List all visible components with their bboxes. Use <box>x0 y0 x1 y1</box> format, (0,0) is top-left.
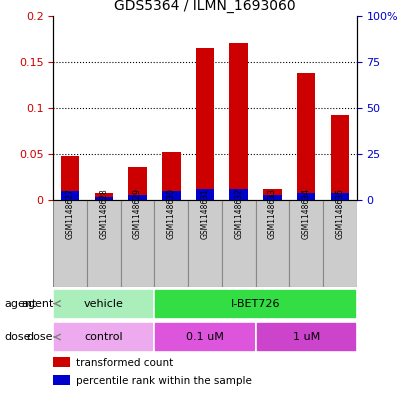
Text: 1 uM: 1 uM <box>292 332 319 342</box>
Text: GSM1148627: GSM1148627 <box>65 189 74 239</box>
FancyBboxPatch shape <box>188 200 221 287</box>
Bar <box>195 189 214 200</box>
FancyBboxPatch shape <box>154 200 188 287</box>
Bar <box>94 197 113 200</box>
FancyBboxPatch shape <box>255 322 356 352</box>
Text: vehicle: vehicle <box>84 299 124 309</box>
Bar <box>94 193 113 200</box>
FancyBboxPatch shape <box>154 322 255 352</box>
FancyBboxPatch shape <box>221 200 255 287</box>
Bar <box>263 189 281 200</box>
FancyBboxPatch shape <box>53 200 87 287</box>
Bar <box>263 195 281 200</box>
FancyBboxPatch shape <box>255 200 289 287</box>
Bar <box>330 193 348 200</box>
Bar <box>296 193 315 200</box>
Text: transformed count: transformed count <box>76 358 173 367</box>
FancyBboxPatch shape <box>322 200 356 287</box>
Text: dose: dose <box>4 332 31 342</box>
Text: I-BET726: I-BET726 <box>230 299 280 309</box>
FancyBboxPatch shape <box>87 200 120 287</box>
Bar <box>128 195 146 200</box>
Text: GSM1148630: GSM1148630 <box>166 188 175 239</box>
Bar <box>229 189 247 200</box>
Text: percentile rank within the sample: percentile rank within the sample <box>76 376 251 386</box>
FancyBboxPatch shape <box>120 200 154 287</box>
Text: GSM1148631: GSM1148631 <box>200 189 209 239</box>
Text: GSM1148628: GSM1148628 <box>99 189 108 239</box>
Bar <box>229 44 247 200</box>
Title: GDS5364 / ILMN_1693060: GDS5364 / ILMN_1693060 <box>114 0 295 13</box>
Bar <box>162 191 180 200</box>
Bar <box>53 375 70 385</box>
Text: control: control <box>84 332 123 342</box>
Text: agent: agent <box>4 299 36 309</box>
Bar <box>330 116 348 200</box>
Bar <box>128 167 146 200</box>
Text: GSM1148634: GSM1148634 <box>301 188 310 239</box>
Bar <box>61 156 79 200</box>
FancyBboxPatch shape <box>53 322 154 352</box>
FancyBboxPatch shape <box>289 200 322 287</box>
FancyBboxPatch shape <box>53 288 154 319</box>
Bar <box>61 191 79 200</box>
Bar <box>162 152 180 200</box>
Bar <box>195 48 214 200</box>
Bar <box>53 357 70 367</box>
FancyBboxPatch shape <box>154 288 356 319</box>
Text: 0.1 uM: 0.1 uM <box>186 332 223 342</box>
Text: GSM1148629: GSM1148629 <box>133 189 142 239</box>
Text: agent: agent <box>21 299 53 309</box>
Text: dose: dose <box>27 332 53 342</box>
Text: GSM1148632: GSM1148632 <box>234 189 243 239</box>
Text: GSM1148633: GSM1148633 <box>267 188 276 239</box>
Text: GSM1148635: GSM1148635 <box>335 188 344 239</box>
Bar <box>296 73 315 200</box>
